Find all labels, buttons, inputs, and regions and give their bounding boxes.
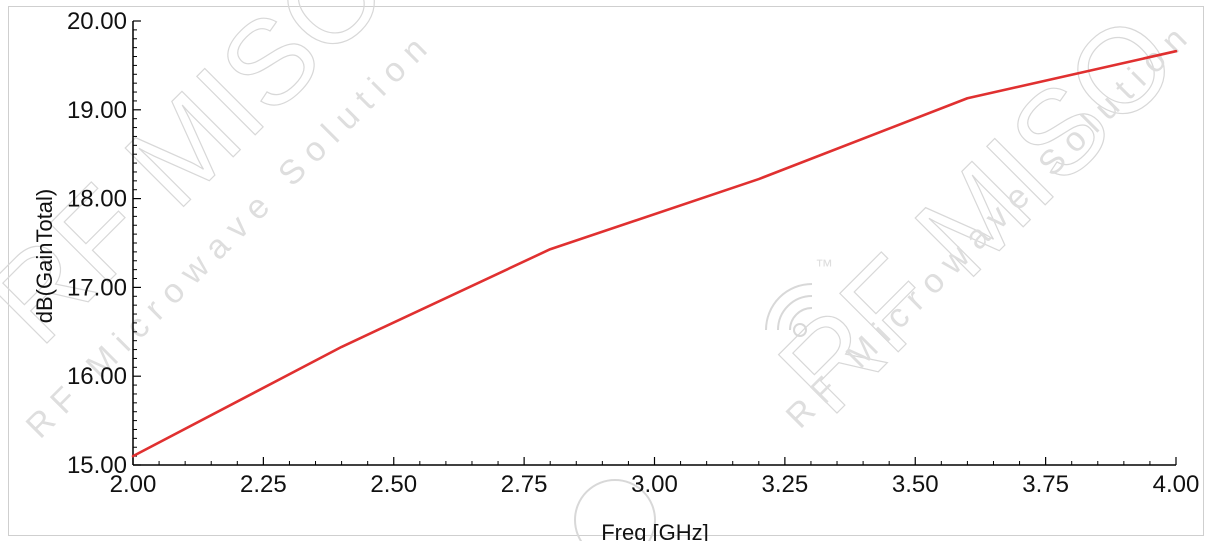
y-tick-label: 20.00 <box>67 8 127 35</box>
watermark-brand-left: RF MISO <box>0 0 412 368</box>
y-tick-label: 15.00 <box>67 452 127 479</box>
y-tick-label: 18.00 <box>67 186 127 213</box>
x-tick-label: 4.00 <box>1153 471 1200 498</box>
wifi-logo-icon <box>765 283 813 337</box>
series-line-0 <box>131 49 1178 458</box>
y-tick-label: 19.00 <box>67 97 127 124</box>
x-tick-label: 2.00 <box>110 471 157 498</box>
x-tick-label: 2.50 <box>370 471 417 498</box>
x-tick-label: 2.25 <box>240 471 287 498</box>
y-axis-title: dB(GainTotal) <box>32 189 57 324</box>
circle-logo-icon <box>574 479 656 541</box>
watermark-tagline-right: RF Microwave Solution <box>779 13 1202 436</box>
x-tick-label: 3.75 <box>1022 471 1069 498</box>
x-tick-label: 3.50 <box>892 471 939 498</box>
x-tick-label: 3.25 <box>762 471 809 498</box>
y-tick-label: 16.00 <box>67 363 127 390</box>
x-axis-title: Freq [GHz] <box>601 520 709 541</box>
tick-labels: 15.00 16.00 17.00 18.00 19.00 20.00 2.00 2.25 2.… <box>67 8 1199 498</box>
watermark-tm: ™ <box>815 256 833 276</box>
ticks <box>132 20 1177 466</box>
y-tick-label: 17.00 <box>67 274 127 301</box>
x-tick-label: 2.75 <box>501 471 548 498</box>
x-tick-label: 3.00 <box>631 471 678 498</box>
chart-frame <box>8 6 1204 536</box>
series <box>131 49 1178 458</box>
